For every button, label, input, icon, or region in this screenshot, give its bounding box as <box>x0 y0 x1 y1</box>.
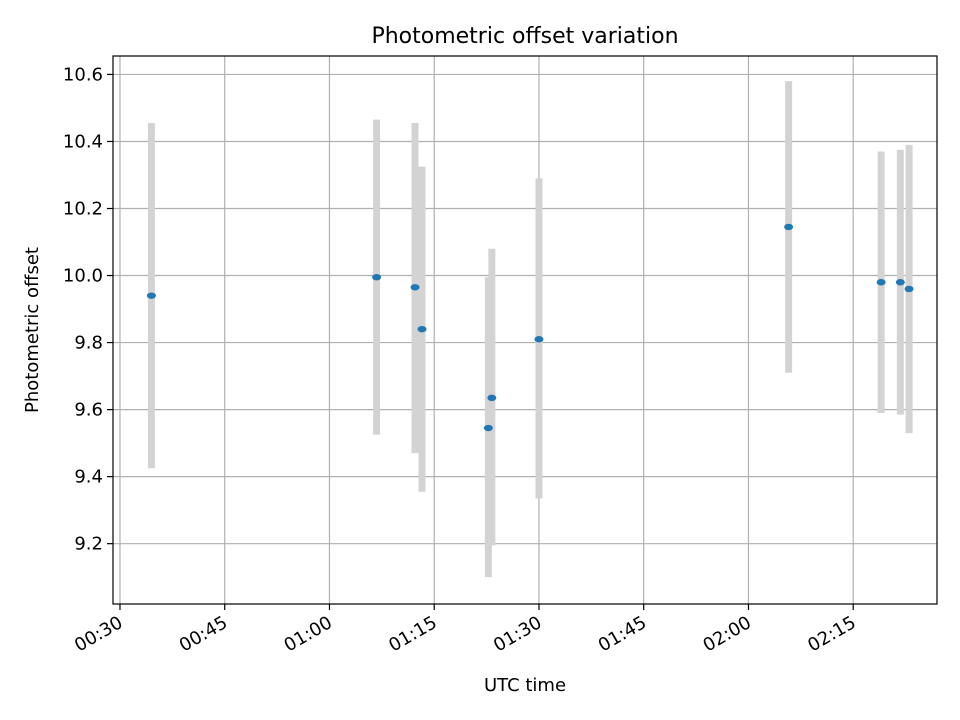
y-tick-label: 9.6 <box>74 400 103 421</box>
y-tick-label: 10.2 <box>63 199 103 220</box>
y-tick-label: 10.0 <box>63 266 103 287</box>
data-point <box>372 274 382 281</box>
data-point <box>534 336 544 343</box>
data-point <box>483 424 493 432</box>
data-point <box>904 285 914 293</box>
data-point <box>410 284 420 291</box>
plot-frame <box>112 55 938 605</box>
x-axis-label: UTC time <box>484 675 566 696</box>
data-point <box>876 279 886 286</box>
data-points <box>146 223 914 432</box>
y-axis-ticks: 9.2 9.4 9.6 9.8 10.0 10.2 10.4 10.6 <box>63 64 113 555</box>
y-tick-label: 10.4 <box>63 131 103 152</box>
data-point <box>146 292 156 299</box>
data-point <box>417 325 427 333</box>
y-axis-label: Photometric offset <box>22 247 43 413</box>
data-point <box>784 223 794 231</box>
y-tick-label: 9.4 <box>74 467 103 488</box>
data-point <box>487 394 497 402</box>
data-point <box>895 279 905 286</box>
y-tick-label: 9.8 <box>74 333 103 354</box>
y-tick-label: 10.6 <box>63 64 103 85</box>
chart-title: Photometric offset variation <box>371 24 678 49</box>
y-tick-label: 9.2 <box>74 534 103 555</box>
